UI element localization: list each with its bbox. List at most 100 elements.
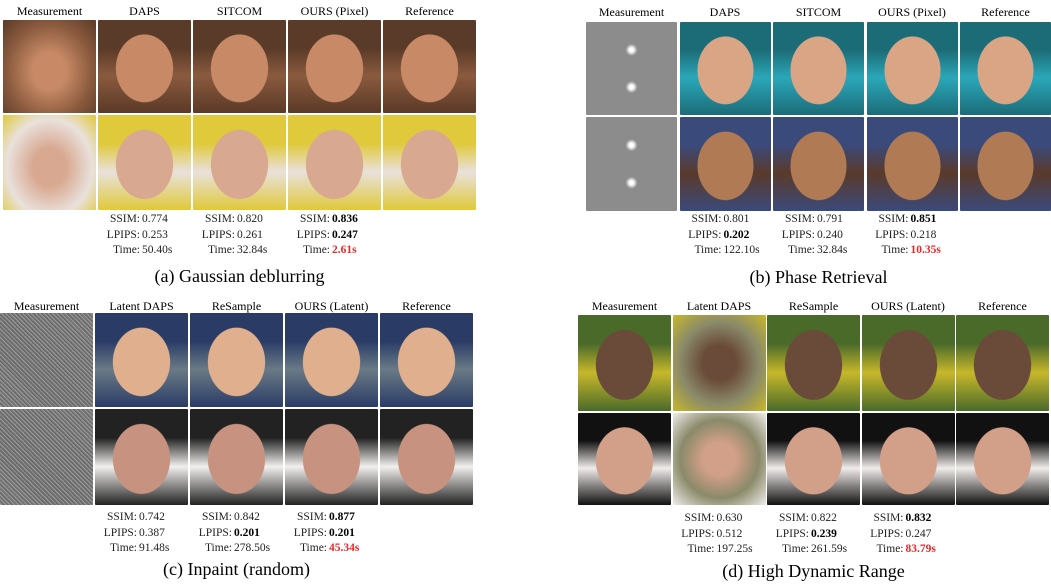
metric-label: Time:: [765, 542, 809, 558]
metric-line: LPIPS:0.201: [283, 526, 359, 542]
metric-line: SSIM:0.822: [765, 511, 847, 527]
image-placeholder: [288, 115, 381, 210]
metric-label: Time:: [286, 243, 330, 259]
image-placeholder: [3, 20, 96, 113]
image-placeholder: [3, 115, 96, 210]
image-placeholder: [0, 313, 93, 407]
image-placeholder: [673, 413, 766, 505]
metric-value: 50.40s: [140, 243, 172, 259]
metric-label: Time:: [188, 541, 232, 557]
metric-label: LPIPS:: [188, 526, 232, 542]
metric-value: 0.239: [809, 527, 837, 543]
metric-line: Time:197.25s: [671, 542, 753, 558]
column-header: ReSample: [190, 299, 283, 314]
metric-label: LPIPS:: [678, 228, 722, 244]
metric-label: SSIM:: [286, 212, 330, 228]
metric-label: SSIM:: [671, 511, 715, 527]
metric-line: LPIPS:0.239: [765, 527, 847, 543]
image-placeholder: [193, 115, 286, 210]
column-header: Measurement: [0, 299, 93, 314]
metric-line: Time:32.84s: [771, 243, 847, 259]
image-placeholder: [380, 409, 473, 505]
metric-label: LPIPS:: [671, 527, 715, 543]
metric-label: LPIPS:: [865, 228, 909, 244]
metric-value: 0.202: [722, 228, 750, 244]
metric-label: SSIM:: [191, 212, 235, 228]
metric-value: 0.851: [909, 212, 937, 228]
metric-line: SSIM:0.836: [286, 212, 358, 228]
image-placeholder: [960, 117, 1051, 211]
metric-label: SSIM:: [283, 510, 327, 526]
image-placeholder: [380, 313, 473, 407]
panel-caption: (b) Phase Retrieval: [586, 267, 1051, 288]
image-placeholder: [98, 20, 191, 113]
image-placeholder: [956, 315, 1049, 411]
image-placeholder: [862, 413, 955, 505]
metric-label: LPIPS:: [860, 527, 904, 543]
metric-label: SSIM:: [188, 510, 232, 526]
column-header: Measurement: [3, 4, 96, 19]
metric-line: SSIM:0.801: [678, 212, 760, 228]
column-header: Latent DAPS: [673, 299, 766, 314]
column-header: Reference: [956, 299, 1049, 314]
metric-value: 91.48s: [137, 541, 169, 557]
image-placeholder: [95, 409, 188, 505]
image-placeholder: [773, 22, 864, 115]
metric-line: SSIM:0.820: [191, 212, 267, 228]
image-placeholder: [288, 20, 381, 113]
metric-value: 0.261: [235, 228, 263, 244]
column-header: Measurement: [578, 299, 671, 314]
metric-line: LPIPS:0.240: [771, 228, 847, 244]
metric-line: LPIPS:0.512: [671, 527, 753, 543]
metric-label: Time:: [96, 243, 140, 259]
image-placeholder: [285, 313, 378, 407]
metric-line: SSIM:0.742: [93, 510, 169, 526]
column-header: SITCOM: [193, 4, 286, 19]
metric-value: 0.240: [815, 228, 843, 244]
metric-value: 10.35s: [909, 243, 941, 259]
metric-label: LPIPS:: [771, 228, 815, 244]
metric-line: SSIM:0.832: [860, 511, 936, 527]
metric-value: 0.822: [809, 511, 837, 527]
figure: MeasurementDAPSSITCOMOURS (Pixel)Referen…: [0, 0, 1051, 587]
metric-value: 261.59s: [809, 542, 847, 558]
image-placeholder: [190, 313, 283, 407]
metric-label: SSIM:: [860, 511, 904, 527]
metric-value: 0.791: [815, 212, 843, 228]
image-placeholder: [867, 117, 958, 211]
image-placeholder: [586, 117, 677, 211]
metric-line: Time:50.40s: [96, 243, 172, 259]
metric-line: Time:91.48s: [93, 541, 169, 557]
image-placeholder: [578, 315, 671, 411]
image-placeholder: [773, 117, 864, 211]
metric-label: Time:: [678, 243, 722, 259]
metric-line: SSIM:0.851: [865, 212, 941, 228]
image-placeholder: [867, 22, 958, 115]
metric-line: Time:261.59s: [765, 542, 847, 558]
metric-value: 0.842: [232, 510, 260, 526]
metric-line: LPIPS:0.247: [286, 228, 358, 244]
image-placeholder: [95, 313, 188, 407]
image-placeholder: [0, 409, 93, 505]
metric-value: 197.25s: [715, 542, 753, 558]
metric-line: LPIPS:0.247: [860, 527, 936, 543]
metric-value: 45.34s: [327, 541, 359, 557]
image-placeholder: [190, 409, 283, 505]
metric-value: 0.201: [327, 526, 355, 542]
metric-value: 83.79s: [904, 542, 936, 558]
column-header: DAPS: [98, 4, 191, 19]
metric-label: Time:: [283, 541, 327, 557]
metric-label: Time:: [860, 542, 904, 558]
metric-value: 0.201: [232, 526, 260, 542]
metric-value: 0.247: [330, 228, 358, 244]
metric-value: 0.836: [330, 212, 358, 228]
metric-value: 0.877: [327, 510, 355, 526]
metric-line: SSIM:0.842: [188, 510, 270, 526]
